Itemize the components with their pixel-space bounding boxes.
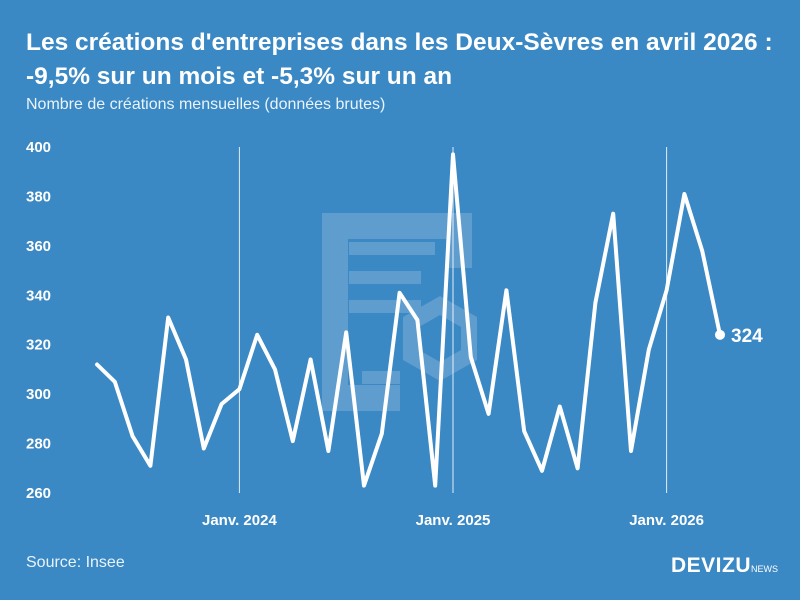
- data-point: [220, 402, 224, 406]
- data-point: [237, 387, 241, 391]
- data-point: [344, 330, 348, 334]
- data-point: [273, 367, 277, 371]
- data-point: [415, 318, 419, 322]
- x-gridlines: [238, 147, 668, 493]
- data-point: [380, 432, 384, 436]
- data-point: [166, 316, 170, 320]
- data-point: [433, 484, 437, 488]
- data-point: [647, 348, 651, 352]
- data-point: [540, 469, 544, 473]
- chart-title: Les créations d'entreprises dans les Deu…: [26, 29, 773, 90]
- watermark-document-icon: [322, 213, 477, 411]
- x-tick-label: Janv. 2024: [202, 512, 277, 529]
- data-point: [611, 212, 615, 216]
- data-point: [469, 355, 473, 359]
- brand-sub: NEWS: [751, 564, 778, 574]
- data-point: [95, 362, 99, 366]
- y-tick-label: 260: [26, 485, 51, 502]
- data-point: [362, 484, 366, 488]
- data-point: [291, 439, 295, 443]
- data-point: [593, 301, 597, 305]
- y-tick-label: 380: [26, 188, 51, 205]
- x-axis-ticks: Janv. 2024 Janv. 2025 Janv. 2026: [202, 512, 704, 529]
- data-point: [326, 449, 330, 453]
- data-point: [558, 405, 562, 409]
- data-point: [398, 291, 402, 295]
- data-point: [504, 288, 508, 292]
- y-tick-label: 320: [26, 337, 51, 354]
- data-point: [148, 464, 152, 468]
- data-point: [131, 434, 135, 438]
- data-point: [522, 429, 526, 433]
- y-axis-ticks: 260 280 300 320 340 360 380 400: [26, 139, 51, 502]
- data-point: [184, 358, 188, 362]
- data-point: [309, 358, 313, 362]
- source-note: Source: Insee: [26, 554, 125, 571]
- series-line: [95, 152, 722, 488]
- brand-main: DEVIZU: [670, 554, 751, 577]
- y-tick-label: 280: [26, 436, 51, 453]
- y-tick-label: 400: [26, 139, 51, 156]
- data-point: [682, 192, 686, 196]
- chart-subtitle: Nombre de créations mensuelles (données …: [26, 96, 386, 113]
- x-tick-label: Janv. 2025: [416, 512, 491, 529]
- data-point: [255, 333, 259, 337]
- brand-logo: DEVIZUNEWS: [671, 554, 778, 578]
- y-tick-label: 340: [26, 287, 51, 304]
- data-point: [487, 412, 491, 416]
- data-point: [113, 380, 117, 384]
- y-tick-label: 360: [26, 238, 51, 255]
- data-point: [700, 249, 704, 253]
- data-point: [629, 449, 633, 453]
- data-point: [576, 466, 580, 470]
- end-point-marker: [715, 329, 725, 340]
- data-point: [451, 152, 455, 156]
- y-tick-label: 300: [26, 386, 51, 403]
- end-value-label: 324: [731, 326, 763, 347]
- data-point: [665, 288, 669, 292]
- data-point: [202, 447, 206, 451]
- x-tick-label: Janv. 2026: [629, 512, 704, 529]
